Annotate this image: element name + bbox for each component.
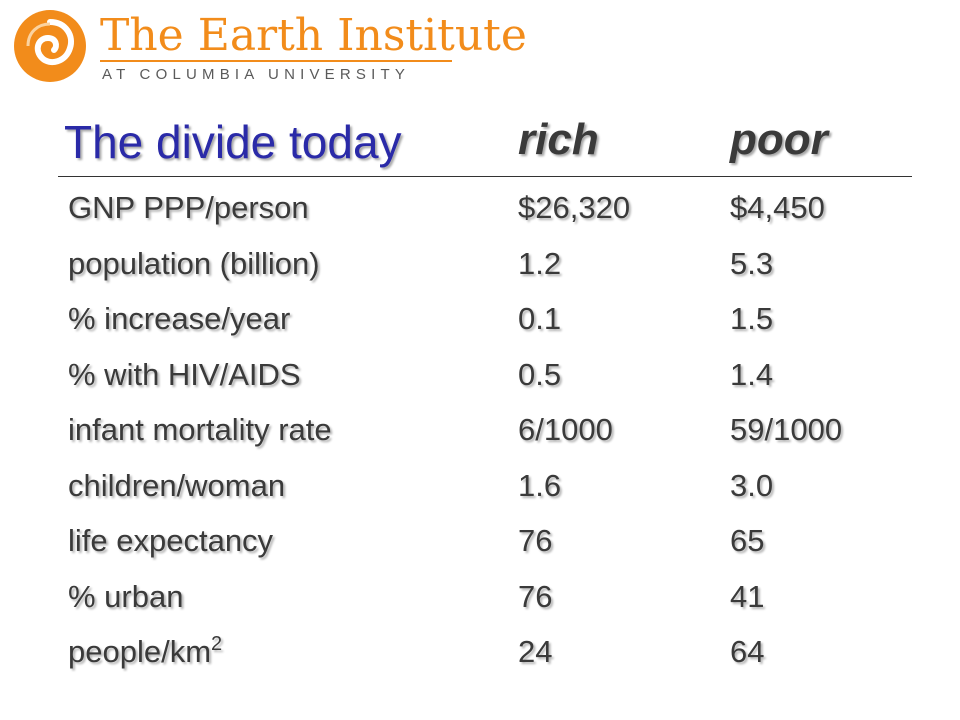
- earth-institute-logo: The Earth Institute AT COLUMBIA UNIVERSI…: [8, 6, 527, 86]
- row-label: % urban: [68, 578, 184, 614]
- slide-title: The divide today: [64, 116, 402, 168]
- header-divider: [58, 176, 912, 177]
- rich-value: 0.5: [518, 356, 562, 392]
- table-row: infant mortality rate 6/1000 59/1000: [0, 406, 960, 462]
- logo-name: The Earth Institute: [100, 10, 527, 61]
- rich-value: $26,320: [518, 190, 631, 225]
- poor-value: 1.4: [730, 356, 774, 392]
- poor-value: 5.3: [730, 245, 774, 281]
- table-row: GNP PPP/person $26,320 $4,450: [0, 184, 960, 240]
- rich-value: 1.2: [518, 245, 562, 281]
- poor-value: 3.0: [730, 467, 774, 503]
- poor-value: $4,450: [730, 190, 825, 225]
- row-label: % with HIV/AIDS: [68, 356, 301, 392]
- comparison-table: GNP PPP/person $26,320 $4,450 population…: [0, 184, 960, 684]
- row-label: people/km2: [68, 628, 222, 676]
- row-label: life expectancy: [68, 523, 274, 558]
- rich-value: 24: [518, 634, 553, 669]
- swirl-logo-icon: [14, 10, 86, 82]
- rich-value: 0.1: [518, 301, 562, 336]
- row-label-superscript: 2: [211, 633, 223, 655]
- rich-value: 1.6: [518, 467, 562, 503]
- table-row: people/km2 24 64: [0, 628, 960, 684]
- logo-subtitle: AT COLUMBIA UNIVERSITY: [102, 66, 411, 83]
- table-row: life expectancy 76 65: [0, 517, 960, 573]
- poor-value: 59/1000: [730, 412, 843, 447]
- rich-value: 6/1000: [518, 412, 613, 447]
- column-header-rich: rich: [518, 115, 599, 164]
- poor-value: 64: [730, 634, 765, 669]
- row-label: population (billion): [68, 245, 320, 281]
- poor-value: 65: [730, 523, 765, 558]
- rich-value: 76: [518, 523, 553, 558]
- row-label-text: people/km: [68, 634, 212, 669]
- table-row: population (billion) 1.2 5.3: [0, 240, 960, 296]
- table-row: % increase/year 0.1 1.5: [0, 295, 960, 351]
- table-row: % urban 76 41: [0, 573, 960, 629]
- rich-value: 76: [518, 578, 553, 614]
- row-label: children/woman: [68, 467, 286, 503]
- row-label: GNP PPP/person: [68, 190, 309, 225]
- row-label: infant mortality rate: [68, 412, 332, 447]
- logo-rule: [100, 60, 452, 62]
- table-row: children/woman 1.6 3.0: [0, 462, 960, 518]
- table-row: % with HIV/AIDS 0.5 1.4: [0, 351, 960, 407]
- column-header-poor: poor: [730, 115, 828, 164]
- poor-value: 1.5: [730, 301, 774, 336]
- row-label: % increase/year: [68, 301, 291, 336]
- poor-value: 41: [730, 578, 765, 614]
